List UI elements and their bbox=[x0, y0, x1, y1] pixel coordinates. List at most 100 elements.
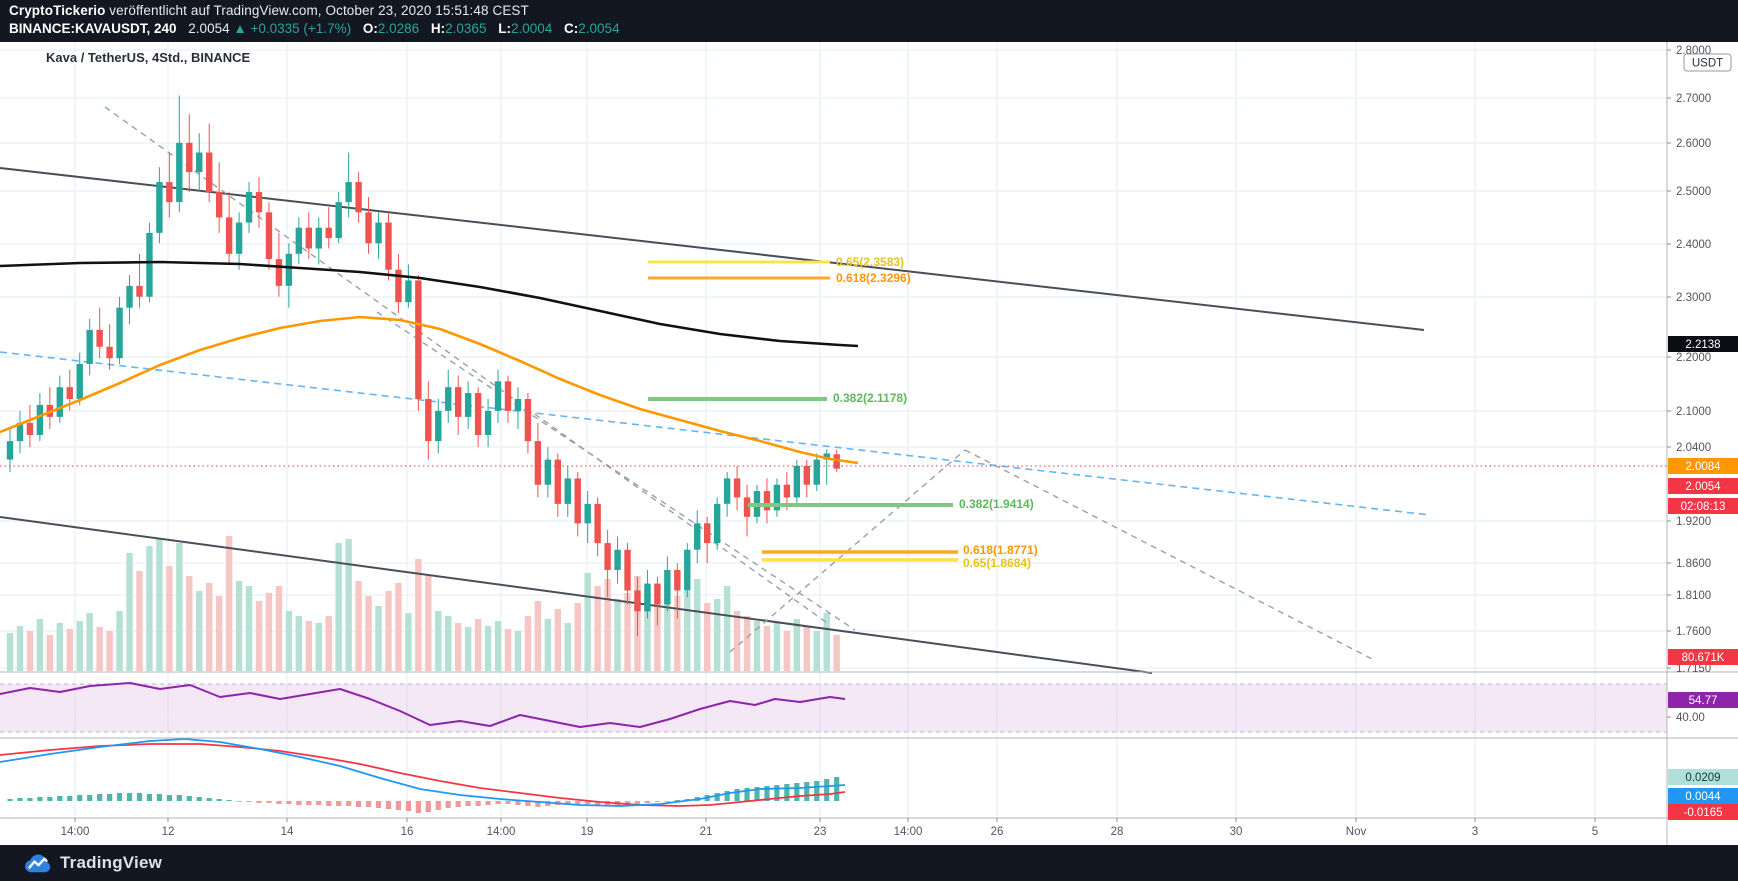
candle-body bbox=[86, 329, 93, 364]
price-axis-badge bbox=[1668, 649, 1738, 665]
open-value: 2.0286 bbox=[377, 21, 420, 36]
candle-body bbox=[594, 503, 601, 544]
ma-black[interactable] bbox=[0, 260, 859, 348]
macd-histogram-bar bbox=[87, 795, 93, 801]
candle-body bbox=[66, 387, 73, 399]
candle-body bbox=[514, 398, 522, 411]
volume-bar bbox=[833, 635, 840, 671]
volume-bar bbox=[295, 616, 303, 671]
price-axis-badge bbox=[1668, 692, 1738, 708]
macd-histogram-bar bbox=[814, 781, 820, 801]
chart-legend-title[interactable]: Kava / TetherUS, 4Std., BINANCE bbox=[46, 50, 251, 65]
tradingview-brand[interactable]: TradingView bbox=[24, 852, 162, 873]
candle-body bbox=[166, 182, 173, 203]
candle-body bbox=[674, 569, 681, 591]
symbol-interval: BINANCE:KAVAUSDT, 240 bbox=[9, 21, 177, 36]
volume-bar bbox=[66, 629, 73, 671]
macd-histogram-bar bbox=[585, 801, 591, 804]
candle-body bbox=[305, 227, 312, 249]
volume-bar bbox=[723, 586, 731, 671]
volume-bar bbox=[385, 591, 392, 671]
time-tick-label: 14:00 bbox=[894, 826, 923, 838]
candle-body bbox=[733, 478, 741, 498]
volume-bar bbox=[474, 619, 482, 671]
snapshot-header: CryptoTickerio veröffentlicht auf Tradin… bbox=[0, 0, 1738, 42]
fib-level-label: 0.65(2.3583) bbox=[836, 255, 904, 269]
candle-body bbox=[315, 227, 322, 249]
volume-bar bbox=[813, 631, 820, 671]
volume-bar bbox=[594, 586, 601, 671]
macd-histogram-bar bbox=[146, 794, 153, 801]
macd-histogram-bar bbox=[415, 801, 421, 813]
macd-histogram-bar bbox=[67, 796, 73, 801]
wedge-dashed-2[interactable] bbox=[376, 311, 856, 631]
currency-badge[interactable] bbox=[1683, 53, 1732, 72]
macd-histogram-bar bbox=[525, 801, 531, 806]
macd-histogram-bar bbox=[266, 801, 272, 803]
macd-histogram-bar bbox=[734, 789, 740, 801]
macd-histogram-bar bbox=[176, 795, 182, 801]
time-tick-label: 21 bbox=[700, 826, 713, 838]
candle-body bbox=[574, 478, 581, 524]
candle-body bbox=[833, 454, 840, 469]
candle-body bbox=[803, 465, 810, 485]
volume-bar bbox=[156, 539, 163, 671]
volume-bar bbox=[713, 599, 721, 671]
macd-histogram-bar bbox=[196, 797, 202, 801]
price-axis-badge bbox=[1668, 336, 1738, 352]
macd-histogram-bar bbox=[306, 801, 312, 805]
volume-bar bbox=[36, 619, 44, 671]
trendline-lower[interactable] bbox=[0, 516, 1153, 674]
candle-body bbox=[763, 491, 771, 511]
volume-bar bbox=[126, 553, 133, 671]
macd-histogram-bar bbox=[485, 801, 491, 805]
price-axis-badge-label: 2.2138 bbox=[1685, 339, 1720, 351]
macd-histogram-bar bbox=[246, 801, 252, 802]
price-axis-badge bbox=[1668, 804, 1738, 820]
candle-body bbox=[464, 393, 472, 417]
price-axis-badge-label: 80.671K bbox=[1682, 652, 1725, 664]
candle-body bbox=[255, 192, 263, 213]
publish-line: CryptoTickerio veröffentlicht auf Tradin… bbox=[9, 3, 529, 18]
candle-body bbox=[654, 583, 661, 605]
macd-histogram-bar bbox=[7, 799, 13, 801]
volume-bar bbox=[235, 581, 243, 671]
candle-body bbox=[206, 152, 213, 193]
macd-histogram-bar bbox=[77, 795, 83, 801]
candle-body bbox=[494, 381, 502, 411]
candle-body bbox=[684, 549, 691, 591]
volume-bar bbox=[275, 586, 283, 671]
candle-body bbox=[793, 465, 801, 498]
candle-body bbox=[405, 280, 412, 303]
volume-bar bbox=[245, 586, 253, 671]
candle-body bbox=[624, 549, 631, 591]
candle-body bbox=[614, 549, 621, 570]
candle-body bbox=[773, 484, 781, 511]
candle-body bbox=[106, 346, 113, 359]
macd-line bbox=[0, 738, 846, 807]
volume-bar bbox=[56, 623, 63, 671]
macd-histogram-bar bbox=[724, 791, 730, 801]
fib-level-label: 0.618(1.8771) bbox=[963, 543, 1038, 557]
volume-bar bbox=[415, 559, 422, 671]
time-tick-label: 30 bbox=[1230, 826, 1243, 838]
macd-histogram-bar bbox=[774, 785, 780, 801]
ma-orange[interactable] bbox=[0, 315, 859, 465]
candle-body bbox=[694, 523, 701, 550]
macd-histogram-bar bbox=[276, 801, 282, 804]
volume-bar bbox=[315, 623, 322, 671]
macd-histogram-bar bbox=[186, 796, 192, 801]
candle-body bbox=[16, 422, 24, 442]
macd-histogram-bar bbox=[445, 801, 451, 808]
candle-body bbox=[823, 453, 830, 460]
volume-bar bbox=[6, 633, 14, 671]
trendline-upper[interactable] bbox=[0, 167, 1425, 331]
macd-histogram-bar bbox=[605, 801, 611, 806]
volume-bar bbox=[694, 579, 701, 671]
candle-body bbox=[375, 222, 382, 244]
volume-bar bbox=[26, 631, 34, 671]
publisher-name: CryptoTickerio bbox=[9, 3, 106, 18]
price-axis-badge bbox=[1668, 788, 1738, 804]
macd-histogram-bar bbox=[206, 798, 212, 801]
